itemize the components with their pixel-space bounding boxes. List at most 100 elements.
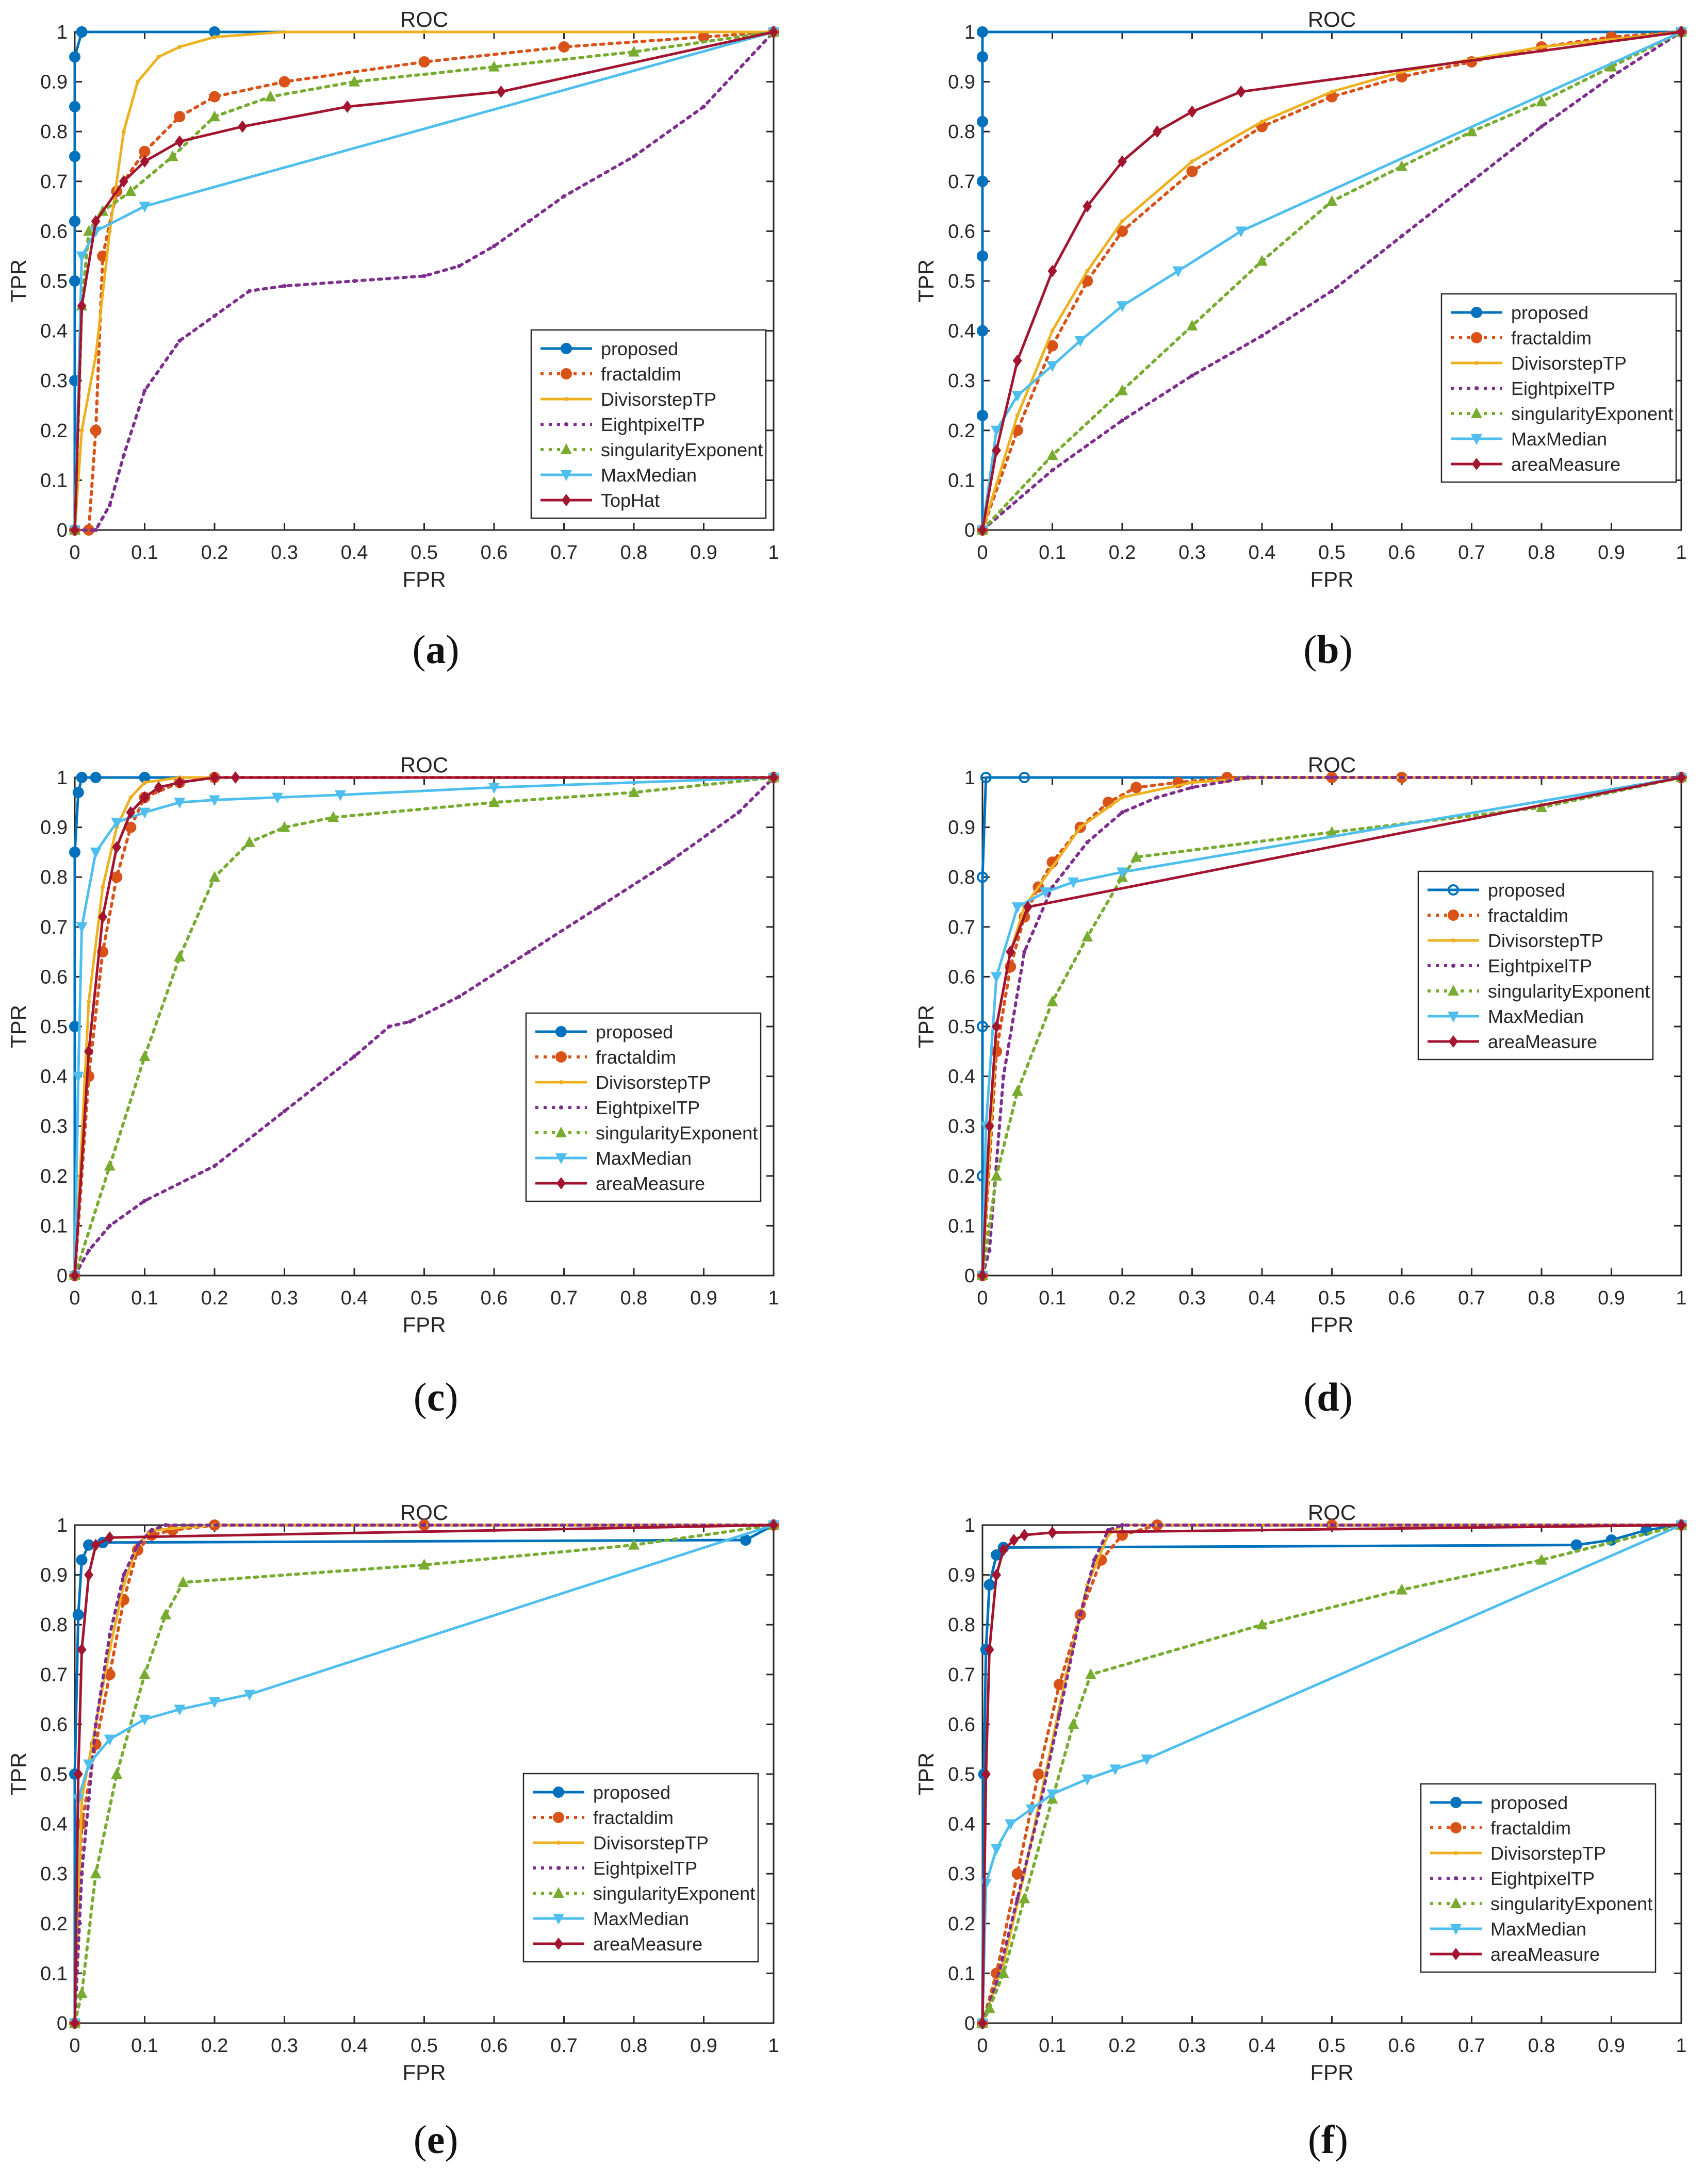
data-point-areaMeasure: [985, 1643, 994, 1656]
legend-marker-areaMeasure: [554, 1938, 563, 1950]
data-point-EightpixelTP: [1330, 289, 1334, 293]
data-point-singularityExponent: [76, 1987, 88, 1998]
data-point-singularityExponent: [1046, 995, 1058, 1006]
legend-box: [530, 329, 767, 519]
y-tick-label: 0.1: [948, 1963, 975, 1984]
data-point-proposed: [977, 1021, 988, 1032]
data-point-MaxMedian: [139, 1714, 151, 1726]
data-point-DivisorstepTP: [1190, 159, 1194, 164]
data-point-proposed: [977, 250, 988, 262]
data-point-proposed: [1019, 772, 1030, 783]
legend-marker-proposed: [555, 1026, 567, 1037]
data-point-areaMeasure: [84, 1045, 94, 1058]
data-point-MaxMedian: [1005, 1819, 1017, 1830]
data-point-singularityExponent: [1605, 60, 1617, 72]
legend-label-proposed: proposed: [1490, 1792, 1568, 1813]
x-tick-label: 0.3: [271, 2035, 298, 2057]
data-point-EightpixelTP: [107, 1632, 112, 1637]
data-point-EightpixelTP: [93, 528, 98, 532]
data-point-singularityExponent: [139, 1668, 151, 1679]
data-point-singularityExponent: [1019, 1892, 1030, 1904]
data-point-areaMeasure: [175, 776, 185, 789]
x-tick-label: 0.9: [690, 1287, 717, 1309]
data-point-MaxMedian: [1117, 301, 1128, 312]
data-point-singularityExponent: [1466, 125, 1478, 137]
data-point-fractaldim: [1130, 782, 1142, 793]
legend-marker-proposed: [561, 343, 572, 354]
data-point-DivisorstepTP: [107, 229, 112, 234]
x-tick-label: 0.1: [131, 1287, 158, 1309]
data-point-areaMeasure: [1236, 85, 1246, 98]
data-point-proposed: [72, 1609, 84, 1620]
x-tick-label: 0.5: [1318, 2035, 1346, 2057]
data-point-MaxMedian: [1141, 1755, 1153, 1766]
legend-marker-DivisorstepTP: [564, 397, 568, 401]
data-point-singularityExponent: [997, 1967, 1009, 1978]
y-tick-label: 1: [57, 1515, 68, 1536]
data-point-singularityExponent: [1256, 1618, 1268, 1630]
data-point-EightpixelTP: [736, 810, 741, 815]
legend: proposed fractaldim DivisorstepTP Eightpixe…: [522, 1773, 759, 1963]
data-point-EightpixelTP: [1015, 1896, 1020, 1901]
data-point-proposed: [69, 51, 80, 63]
data-point-areaMeasure: [769, 771, 778, 784]
legend-marker-proposed: [1450, 1797, 1462, 1808]
x-tick-label: 0.9: [1598, 542, 1625, 564]
data-point-EightpixelTP: [282, 284, 287, 288]
y-tick-label: 0.6: [40, 221, 68, 242]
roc-panel-e: 0 0.1 0.2 0.3 0.4 0.5 0.6 0.7 0.8 0.9 1 0 0.1 0.2 0.3 0…: [6, 1500, 779, 2084]
data-point-MaxMedian: [991, 972, 1003, 983]
data-point-singularityExponent: [628, 786, 640, 797]
series-areaMeasure: [70, 771, 778, 1282]
y-tick-label: 1: [964, 1515, 975, 1536]
data-point-DivisorstepTP: [422, 30, 427, 34]
data-point-MaxMedian: [76, 922, 88, 933]
x-axis-label: FPR: [1310, 567, 1354, 591]
data-point-fractaldim: [174, 111, 186, 123]
data-point-areaMeasure: [154, 781, 163, 794]
x-tick-label: 0.3: [1178, 542, 1206, 564]
data-point-EightpixelTP: [79, 1872, 84, 1876]
series-line-EightpixelTP: [981, 776, 1683, 1277]
legend-box: [1440, 293, 1677, 483]
data-point-DivisorstepTP: [142, 780, 147, 785]
data-point-areaMeasure: [1677, 1519, 1686, 1531]
data-point-proposed: [977, 871, 988, 883]
x-tick-label: 1: [1676, 1287, 1686, 1309]
data-point-singularityExponent: [125, 185, 137, 196]
x-tick-label: 0.8: [620, 1287, 648, 1309]
data-point-EightpixelTP: [150, 1528, 154, 1532]
x-tick-label: 0.3: [1178, 2035, 1206, 2057]
data-point-fractaldim: [139, 145, 151, 157]
y-tick-label: 0.7: [948, 171, 975, 193]
legend-label-proposed: proposed: [1488, 880, 1565, 901]
data-point-EightpixelTP: [1245, 775, 1250, 780]
legend-label-EightpixelTP: EightpixelTP: [596, 1097, 700, 1118]
data-point-DivisorstepTP: [1001, 1961, 1006, 1966]
x-tick-label: 0.4: [1249, 1287, 1276, 1309]
data-point-areaMeasure: [210, 771, 219, 784]
x-tick-label: 0.5: [1318, 1287, 1346, 1309]
data-point-areaMeasure: [91, 1538, 101, 1551]
series-TopHat: [70, 26, 778, 536]
data-point-DivisorstepTP: [1050, 328, 1055, 333]
x-tick-label: 0: [69, 2035, 80, 2057]
y-tick-label: 0.8: [948, 121, 975, 143]
data-point-DivisorstepTP: [1050, 865, 1055, 869]
data-point-TopHat: [496, 85, 506, 98]
legend-marker-EightpixelTP: [564, 422, 568, 426]
data-point-areaMeasure: [1023, 901, 1033, 914]
legend: proposed fractaldim DivisorstepTP Eightpixe…: [1420, 1783, 1657, 1973]
y-tick-label: 0.6: [40, 966, 68, 988]
data-point-EightpixelTP: [1330, 775, 1334, 780]
y-tick-label: 0.9: [948, 1565, 975, 1586]
legend-marker-fractaldim: [1471, 332, 1482, 343]
data-point-EightpixelTP: [142, 388, 147, 393]
panel-caption-a: (a): [412, 627, 460, 672]
data-point-EightpixelTP: [352, 1054, 356, 1058]
y-tick-label: 0.5: [40, 1016, 68, 1038]
legend: proposed fractaldim DivisorstepTP Eightpixe…: [1440, 293, 1677, 483]
y-tick-label: 0.9: [40, 817, 68, 839]
y-tick-label: 0.5: [40, 1764, 68, 1785]
legend-marker-fractaldim: [1450, 1822, 1462, 1833]
